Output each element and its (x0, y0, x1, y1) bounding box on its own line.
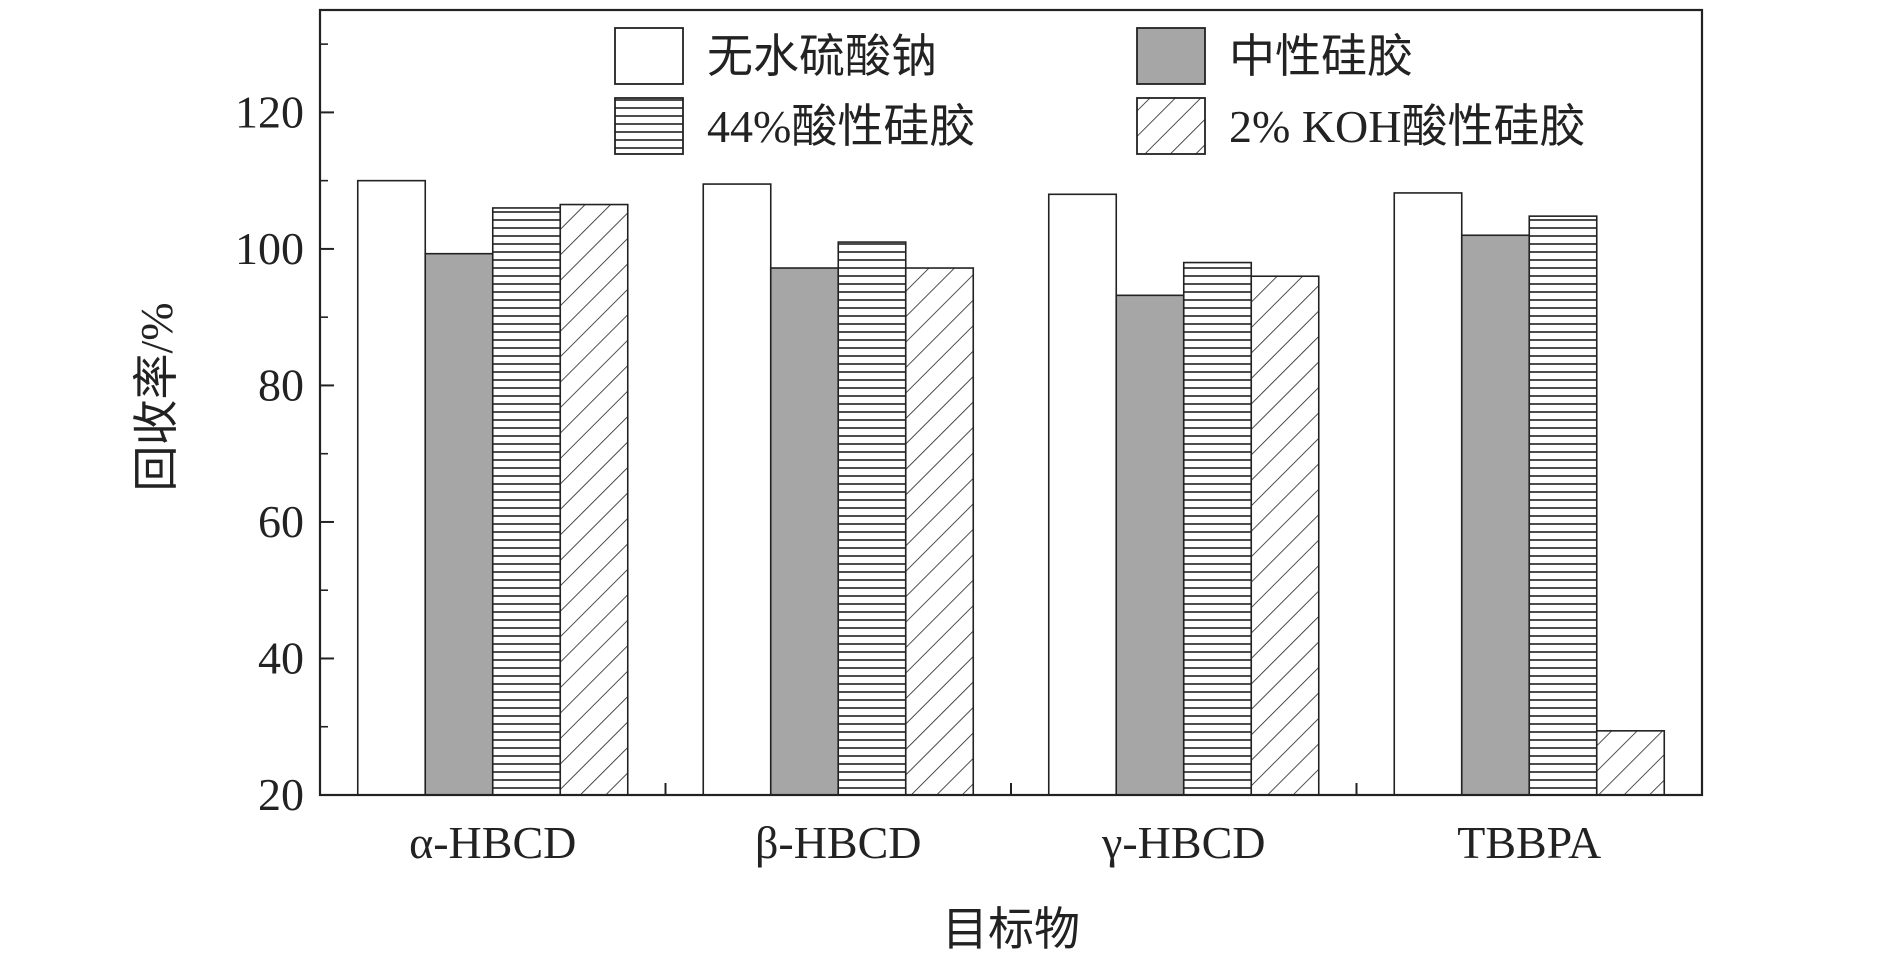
y-tick-label: 120 (235, 86, 304, 137)
bar-2-2 (769, 267, 840, 796)
bar-4-2 (1460, 234, 1531, 796)
y-axis-title: 回收率/% (131, 302, 182, 491)
bar-2-4 (904, 267, 975, 796)
legend-label-2: 中性硅胶 (1229, 31, 1413, 82)
bar-2-3 (837, 241, 907, 796)
bar-3-4 (1250, 275, 1320, 796)
bars-layer (356, 179, 1666, 796)
bar-1-1 (356, 179, 427, 796)
x-tick-label: TBBPA (1457, 817, 1601, 868)
legend-swatch-2 (1136, 27, 1206, 85)
bar-1-2 (424, 252, 494, 796)
bar-2-1 (702, 183, 772, 796)
bar-1-4 (559, 203, 629, 796)
x-tick-label: β-HBCD (755, 817, 922, 868)
plot-frame (318, 8, 1704, 797)
legend-label-1: 无水硫酸钠 (707, 31, 937, 82)
legend-swatch-1 (614, 27, 684, 85)
y-tick-label: 40 (258, 632, 304, 683)
bar-1-3 (491, 207, 562, 796)
bar-4-3 (1528, 215, 1598, 796)
bar-3-1 (1047, 193, 1118, 796)
bar-3-2 (1115, 294, 1185, 796)
x-tick-label: α-HBCD (409, 817, 576, 868)
legend-label-4: 2% KOH酸性硅胶 (1229, 101, 1585, 152)
y-tick-label: 20 (258, 769, 304, 820)
y-tick-label: 80 (258, 359, 304, 410)
bar-4-4 (1595, 730, 1666, 796)
bar-4-1 (1393, 192, 1463, 796)
legend-label-3: 44%酸性硅胶 (707, 101, 975, 152)
bar-3-3 (1182, 261, 1253, 796)
legend: 无水硫酸钠 中性硅胶 44%酸性硅胶 2% KOH酸性硅胶 (614, 27, 1585, 155)
x-axis-title: 目标物 (942, 904, 1080, 955)
y-tick-label: 100 (235, 223, 304, 274)
axes-layer: α-HBCD β-HBCD γ-HBCD TBBPA 20 40 60 80 100 120 (235, 8, 1704, 868)
legend-swatch-4 (1136, 97, 1206, 155)
x-tick-label: γ-HBCD (1101, 817, 1265, 868)
legend-swatch-3 (614, 97, 684, 155)
y-tick-label: 60 (258, 496, 304, 547)
